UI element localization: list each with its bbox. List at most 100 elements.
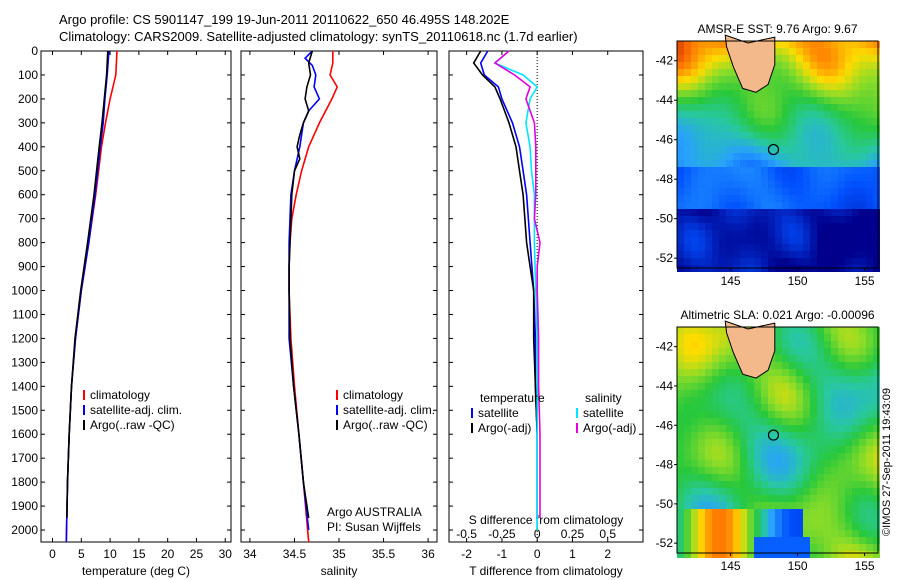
map-cell [719,341,726,348]
map-cell [803,237,810,244]
map-cell [691,460,698,467]
map-cell [775,181,782,188]
x-tick-label: 25 [190,547,204,561]
map-cell [719,509,726,516]
map-cell [838,495,845,502]
map-cell [782,83,789,90]
map-cell [768,439,775,446]
map-cell [705,160,712,167]
map-cell [866,348,873,355]
map-cell [817,139,824,146]
map-cell [824,383,831,390]
map-cell [677,397,684,404]
map-y-tick-label: -46 [656,133,674,147]
map-cell [845,467,852,474]
map-cell [740,202,747,209]
map-cell [698,495,705,502]
map-cell [852,139,859,146]
map-cell [712,230,719,237]
map-cell [789,188,796,195]
map-cell [810,209,817,216]
map-cell [712,160,719,167]
map-cell [719,251,726,258]
map-cell [852,355,859,362]
map-cell [782,481,789,488]
y-tick-label: 400 [18,140,38,154]
map-cell [831,258,838,265]
map-cell [796,432,803,439]
map-cell [761,251,768,258]
map-cell [768,167,775,174]
map-cell [873,460,880,467]
map-cell [824,495,831,502]
map-cell [838,439,845,446]
map-cell [691,327,698,334]
map-cell [838,167,845,174]
map-cell [768,132,775,139]
map-cell [831,474,838,481]
map-cell [824,355,831,362]
map-cell [838,181,845,188]
map-cell [684,258,691,265]
map-cell [866,327,873,334]
map-cell [698,425,705,432]
map-cell [775,474,782,481]
map-cell [824,104,831,111]
map-cell [754,544,761,551]
map-cell [852,167,859,174]
map-cell [726,160,733,167]
map-cell [775,216,782,223]
map-cell [719,230,726,237]
map-cell [831,418,838,425]
map-cell [747,439,754,446]
map-cell [817,97,824,104]
map-cell [677,111,684,118]
map-cell [845,153,852,160]
map-cell [733,202,740,209]
map-cell [719,153,726,160]
map-cell [754,174,761,181]
map-cell [824,467,831,474]
map-cell [740,397,747,404]
map-cell [803,453,810,460]
map-cell [691,251,698,258]
map-cell [691,432,698,439]
map-cell [775,425,782,432]
map-cell [712,502,719,509]
map-cell [817,411,824,418]
map-cell [726,167,733,174]
map-cell [775,153,782,160]
map-cell [677,432,684,439]
map-cell [852,83,859,90]
map-y-tick-label: -48 [656,172,674,186]
map-cell [831,174,838,181]
map-cell [859,481,866,488]
x-tick-label: -2 [461,547,472,561]
map-cell [852,348,859,355]
map-cell [698,348,705,355]
map-cell [684,362,691,369]
map-cell [824,390,831,397]
map-cell [810,223,817,230]
map-cell [831,146,838,153]
map-cell [782,334,789,341]
x-axis-label: salinity [321,564,358,578]
map-cell [845,69,852,76]
map-cell [838,537,845,544]
map-cell [691,446,698,453]
map-cell [810,125,817,132]
map-cell [873,523,880,530]
map-cell [740,544,747,551]
map-cell [726,488,733,495]
map-cell [817,376,824,383]
map-cell [677,69,684,76]
map-cell [698,509,705,516]
map-cell [747,495,754,502]
map-cell [796,132,803,139]
map-cell [733,488,740,495]
map-cell [852,195,859,202]
map-cell [782,160,789,167]
map-cell [712,244,719,251]
map-cell [719,481,726,488]
map-cell [838,488,845,495]
